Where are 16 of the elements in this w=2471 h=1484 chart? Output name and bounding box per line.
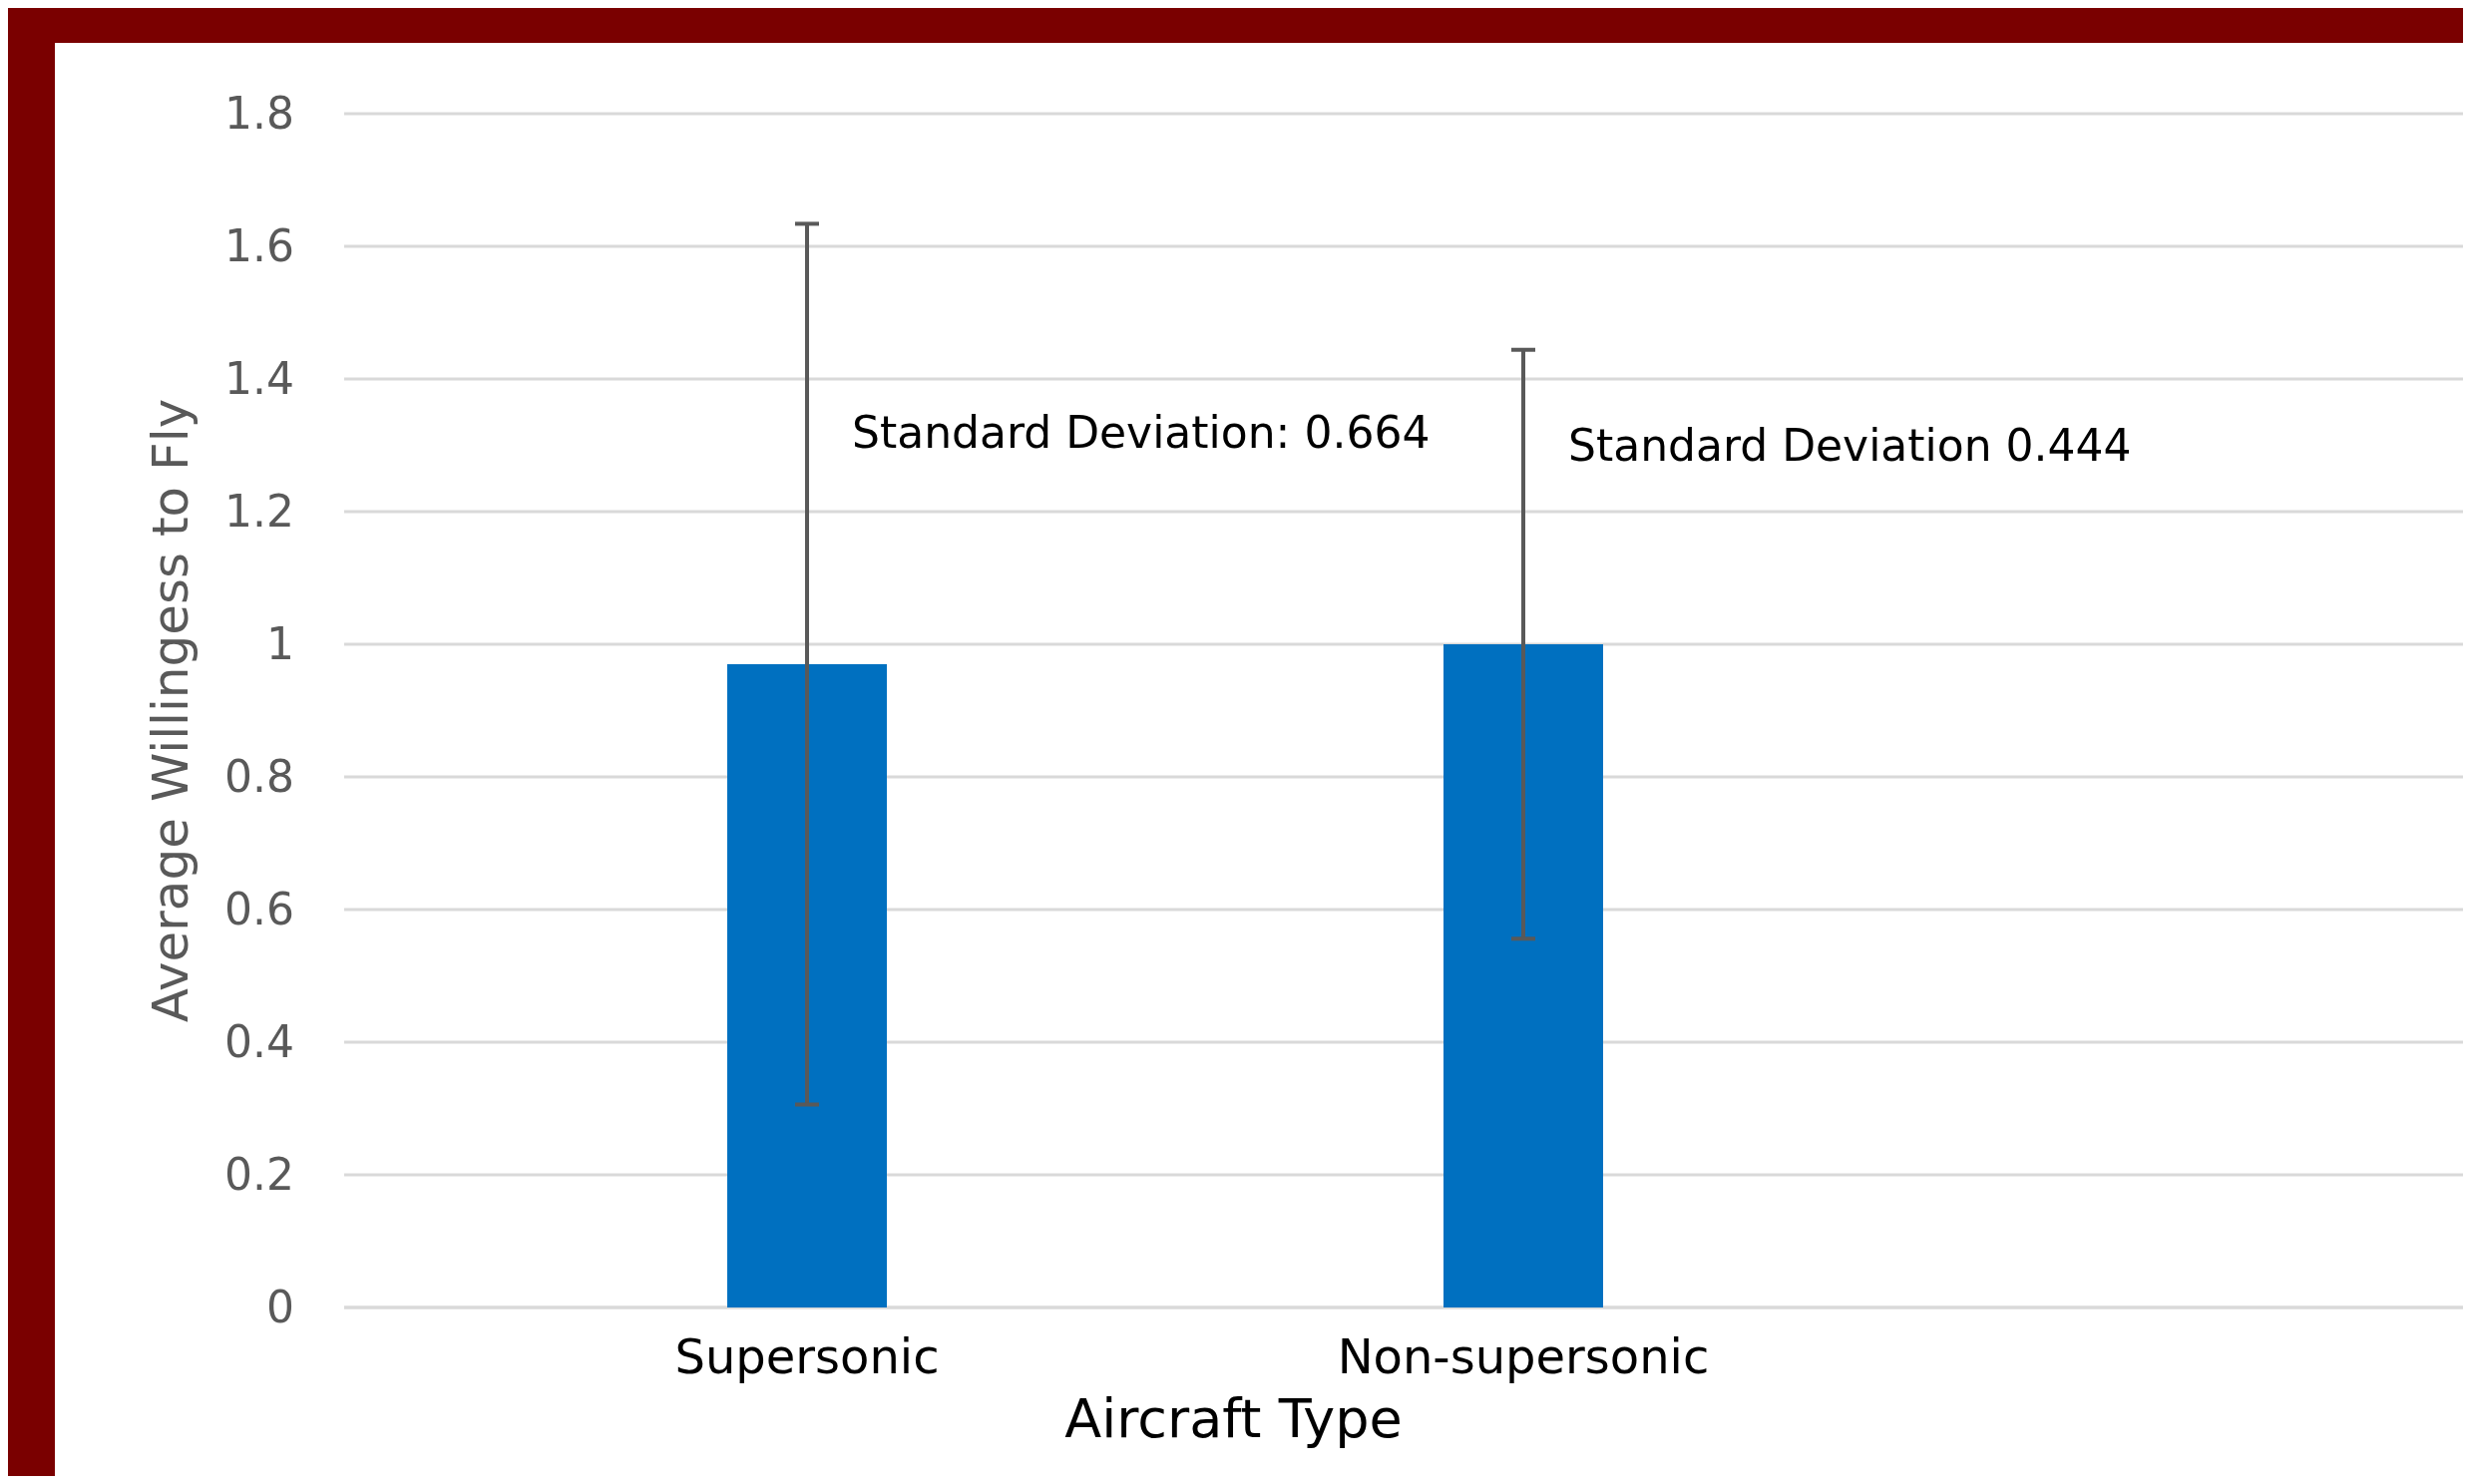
x-tick-label: Supersonic bbox=[674, 1328, 940, 1384]
y-tick-label: 1.6 bbox=[224, 220, 294, 272]
x-tick-label: Non-supersonic bbox=[1337, 1328, 1710, 1384]
y-tick-label: 0.4 bbox=[224, 1016, 294, 1068]
x-axis-title: Aircraft Type bbox=[1064, 1387, 1403, 1450]
y-axis-title: Average Willingess to Fly bbox=[142, 398, 200, 1023]
y-tick-label: 1 bbox=[266, 618, 294, 670]
y-tick-label: 0.6 bbox=[224, 884, 294, 935]
y-tick-label: 1.4 bbox=[224, 353, 294, 405]
y-tick-label: 0.2 bbox=[224, 1149, 294, 1201]
y-tick-label: 1.8 bbox=[224, 88, 294, 140]
y-tick-label: 0.8 bbox=[224, 751, 294, 803]
y-tick-label: 1.2 bbox=[224, 486, 294, 538]
y-tick-label: 0 bbox=[266, 1282, 294, 1333]
annotation: Standard Deviation: 0.664 bbox=[852, 406, 1431, 458]
annotation: Standard Deviation 0.444 bbox=[1568, 419, 2132, 471]
